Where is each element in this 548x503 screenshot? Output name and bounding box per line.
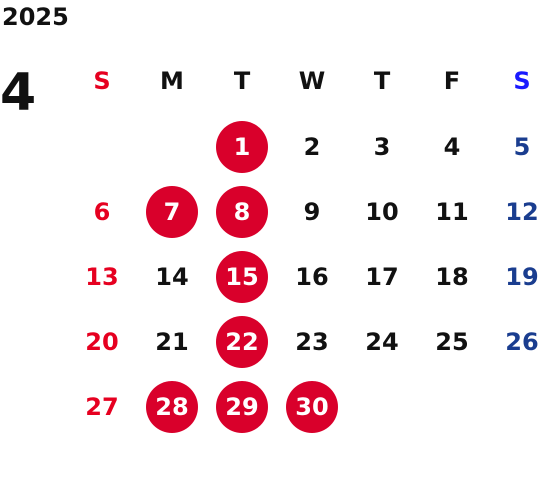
day-cell[interactable]: 27 [67, 374, 137, 439]
day-number: 13 [85, 262, 119, 291]
weekday-header-tuesday: T [233, 67, 251, 95]
day-number: 6 [93, 197, 111, 226]
day-cell[interactable]: 12 [487, 179, 548, 244]
day-number: 27 [85, 392, 119, 421]
day-cell[interactable]: 7 [137, 179, 207, 244]
day-number: 23 [295, 327, 329, 356]
day-cell[interactable]: 23 [277, 309, 347, 374]
day-number: 9 [303, 197, 321, 226]
day-cell[interactable]: 26 [487, 309, 548, 374]
highlighted-day-number: 22 [216, 315, 268, 368]
highlighted-day-number: 29 [216, 380, 268, 433]
day-number: 16 [295, 262, 329, 291]
day-cell[interactable]: 28 [137, 374, 207, 439]
day-cell[interactable]: 6 [67, 179, 137, 244]
day-number: 4 [443, 132, 461, 161]
day-cell[interactable]: 13 [67, 244, 137, 309]
day-cell[interactable]: 20 [67, 309, 137, 374]
day-number: 18 [435, 262, 469, 291]
highlighted-day-number: 15 [216, 250, 268, 303]
day-cell[interactable]: 3 [347, 114, 417, 179]
weekday-header-friday: F [443, 67, 461, 95]
day-number: 25 [435, 327, 469, 356]
highlighted-day-number: 28 [146, 380, 198, 433]
highlighted-day-number: 8 [216, 185, 268, 238]
empty-cell [137, 114, 207, 179]
day-cell[interactable]: 18 [417, 244, 487, 309]
empty-cell [67, 114, 137, 179]
day-number: 20 [85, 327, 119, 356]
day-cell[interactable]: 5 [487, 114, 548, 179]
weekday-header-sunday: S [93, 67, 111, 95]
day-cell[interactable]: 1 [207, 114, 277, 179]
day-number: 14 [155, 262, 189, 291]
day-number: 26 [505, 327, 539, 356]
weekday-header-wednesday: W [298, 67, 326, 95]
day-cell[interactable]: 21 [137, 309, 207, 374]
day-number: 11 [435, 197, 469, 226]
day-cell[interactable]: 16 [277, 244, 347, 309]
day-cell[interactable]: 10 [347, 179, 417, 244]
day-cell[interactable]: 2 [277, 114, 347, 179]
day-cell[interactable]: 4 [417, 114, 487, 179]
day-cell[interactable]: 24 [347, 309, 417, 374]
day-number: 5 [513, 132, 531, 161]
day-number: 3 [373, 132, 391, 161]
day-cell[interactable]: 25 [417, 309, 487, 374]
day-number: 24 [365, 327, 399, 356]
weekday-header-saturday: S [513, 67, 531, 95]
calendar-grid: S M T W T F S 1 2 3 4 5 6 7 8 9 10 11 12 13 14 15 16 17 18 19 20 21… [67, 48, 548, 439]
highlighted-day-number: 30 [286, 380, 338, 433]
day-cell[interactable]: 8 [207, 179, 277, 244]
day-number: 19 [505, 262, 539, 291]
day-cell[interactable]: 29 [207, 374, 277, 439]
weekday-header-thursday: T [373, 67, 391, 95]
day-cell[interactable]: 30 [277, 374, 347, 439]
weekday-header-monday: M [160, 67, 184, 95]
highlighted-day-number: 1 [216, 120, 268, 173]
day-number: 10 [365, 197, 399, 226]
day-number: 12 [505, 197, 539, 226]
day-cell[interactable]: 22 [207, 309, 277, 374]
month-label: 4 [0, 63, 37, 123]
highlighted-day-number: 7 [146, 185, 198, 238]
day-number: 17 [365, 262, 399, 291]
day-number: 2 [303, 132, 321, 161]
day-cell[interactable]: 19 [487, 244, 548, 309]
day-cell[interactable]: 9 [277, 179, 347, 244]
day-cell[interactable]: 11 [417, 179, 487, 244]
day-number: 21 [155, 327, 189, 356]
day-cell[interactable]: 17 [347, 244, 417, 309]
day-cell[interactable]: 15 [207, 244, 277, 309]
year-label: 2025 [2, 3, 69, 31]
day-cell[interactable]: 14 [137, 244, 207, 309]
